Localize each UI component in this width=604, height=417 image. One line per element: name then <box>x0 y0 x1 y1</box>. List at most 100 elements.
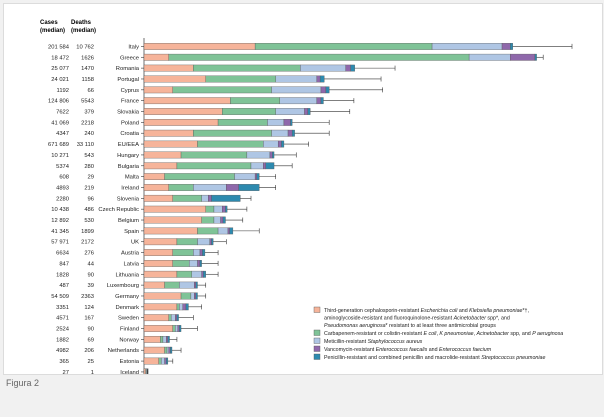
cases-value: 41 345 <box>51 229 69 235</box>
legend-swatch <box>313 337 321 344</box>
bar-segment <box>222 205 226 213</box>
country-row: 5374 280 Bulgaria <box>56 162 293 170</box>
deaths-value: 39 <box>88 283 94 289</box>
bar-segment <box>229 227 234 235</box>
bar-segment <box>170 346 173 354</box>
cases-value: 201 584 <box>48 44 70 50</box>
country-label: Norway <box>119 337 139 343</box>
bar-segment <box>227 227 230 235</box>
country-label: Poland <box>121 120 139 126</box>
deaths-value: 96 <box>88 196 94 202</box>
country-row: 18 472 1626 Greece <box>51 53 544 61</box>
bar-segment <box>143 184 169 191</box>
cases-value: 608 <box>59 175 69 181</box>
country-row: 41 069 2218 Poland <box>51 119 330 126</box>
bar-segment <box>534 53 537 61</box>
bar-segment <box>205 205 215 213</box>
country-row: 4982 206 Netherlands <box>56 346 182 354</box>
bar-segment <box>283 119 291 126</box>
bar-segment <box>195 292 198 300</box>
bar-segment <box>234 173 256 181</box>
deaths-value: 219 <box>84 185 94 191</box>
cases-value: 18 472 <box>51 55 69 61</box>
country-label: Estonia <box>120 359 140 365</box>
bar-segment <box>143 249 173 256</box>
bar-segment <box>143 151 182 159</box>
bar-segment <box>325 86 330 94</box>
country-label: Portugal <box>117 77 139 83</box>
bar-segment <box>220 216 224 224</box>
legend-label: aminoglycoside-resistant and fluoroquino… <box>324 316 510 322</box>
country-label: Romania <box>116 66 140 72</box>
bar-segment <box>143 260 173 267</box>
deaths-value: 280 <box>84 164 94 170</box>
bar-segment <box>182 303 187 311</box>
bar-segment <box>222 108 276 115</box>
bar-segment <box>176 303 180 311</box>
bar-segment <box>256 173 260 181</box>
country-row: 41 345 1899 Spain <box>51 227 260 235</box>
cases-value: 4347 <box>56 131 69 137</box>
bar-segment <box>143 292 182 300</box>
bar-segment <box>143 129 194 137</box>
bar-segment <box>300 64 346 72</box>
cases-value: 12 892 <box>51 218 69 224</box>
bar-segment <box>213 216 221 224</box>
bar-segment <box>172 260 190 267</box>
deaths-value: 33 110 <box>77 142 94 148</box>
country-row: 2524 90 Finland <box>56 325 198 333</box>
bar-segment <box>168 184 194 191</box>
bar-segment <box>199 260 202 267</box>
bar-segment <box>217 227 229 235</box>
bar-segment <box>172 86 272 94</box>
cases-value: 671 689 <box>48 142 69 148</box>
bar-segment <box>211 238 214 246</box>
deaths-value: 5543 <box>81 99 94 105</box>
bar-segment <box>143 205 206 213</box>
bar-segment <box>143 325 173 332</box>
bar-segment <box>269 151 273 159</box>
bar-segment <box>176 270 192 278</box>
bar-segment <box>179 325 182 332</box>
country-row: 1828 90 Lithuania <box>56 270 219 278</box>
bar-segment <box>177 325 180 332</box>
bar-segment <box>176 314 179 322</box>
bar-segment <box>162 335 167 343</box>
bar-segment <box>197 260 201 267</box>
bar-segment <box>202 249 206 256</box>
country-label: Czech Republic <box>98 207 139 213</box>
cases-value: 124 806 <box>48 99 69 105</box>
bar-segment <box>143 140 198 148</box>
bar-segment <box>143 86 173 94</box>
deaths-value: 276 <box>84 251 94 257</box>
bar-segment <box>185 303 189 311</box>
deaths-value: 206 <box>84 348 94 354</box>
bar-segment <box>179 281 195 289</box>
bar-segment <box>211 194 241 202</box>
bar-segment <box>190 292 195 300</box>
cases-value: 365 <box>59 359 69 365</box>
bar-segment <box>143 53 169 61</box>
bar-segment <box>350 64 355 72</box>
bar-segment <box>275 75 318 83</box>
bar-segment <box>205 75 276 83</box>
bar-segment <box>316 97 322 105</box>
country-row: 4893 219 Ireland <box>56 184 276 191</box>
cases-value: 2524 <box>56 327 70 333</box>
bar-segment <box>226 184 239 191</box>
bar-segment <box>143 162 178 170</box>
bar-segment <box>254 43 433 50</box>
bar-segment <box>193 184 227 191</box>
bar-segment <box>238 184 260 191</box>
deaths-value: 167 <box>84 316 94 322</box>
deaths-value: 29 <box>88 175 94 181</box>
country-label: Slovenia <box>117 196 140 202</box>
bar-segment <box>320 97 324 105</box>
legend-swatch <box>313 329 321 336</box>
deaths-value: 1158 <box>82 77 94 83</box>
bar-segment <box>191 270 202 278</box>
cases-value: 10 438 <box>51 207 69 213</box>
legend-label: Vancomycin-resistant Enterococcus faecal… <box>324 347 492 353</box>
country-row: 201 584 10 762 Italy <box>48 43 573 50</box>
bar-segment <box>143 368 146 374</box>
